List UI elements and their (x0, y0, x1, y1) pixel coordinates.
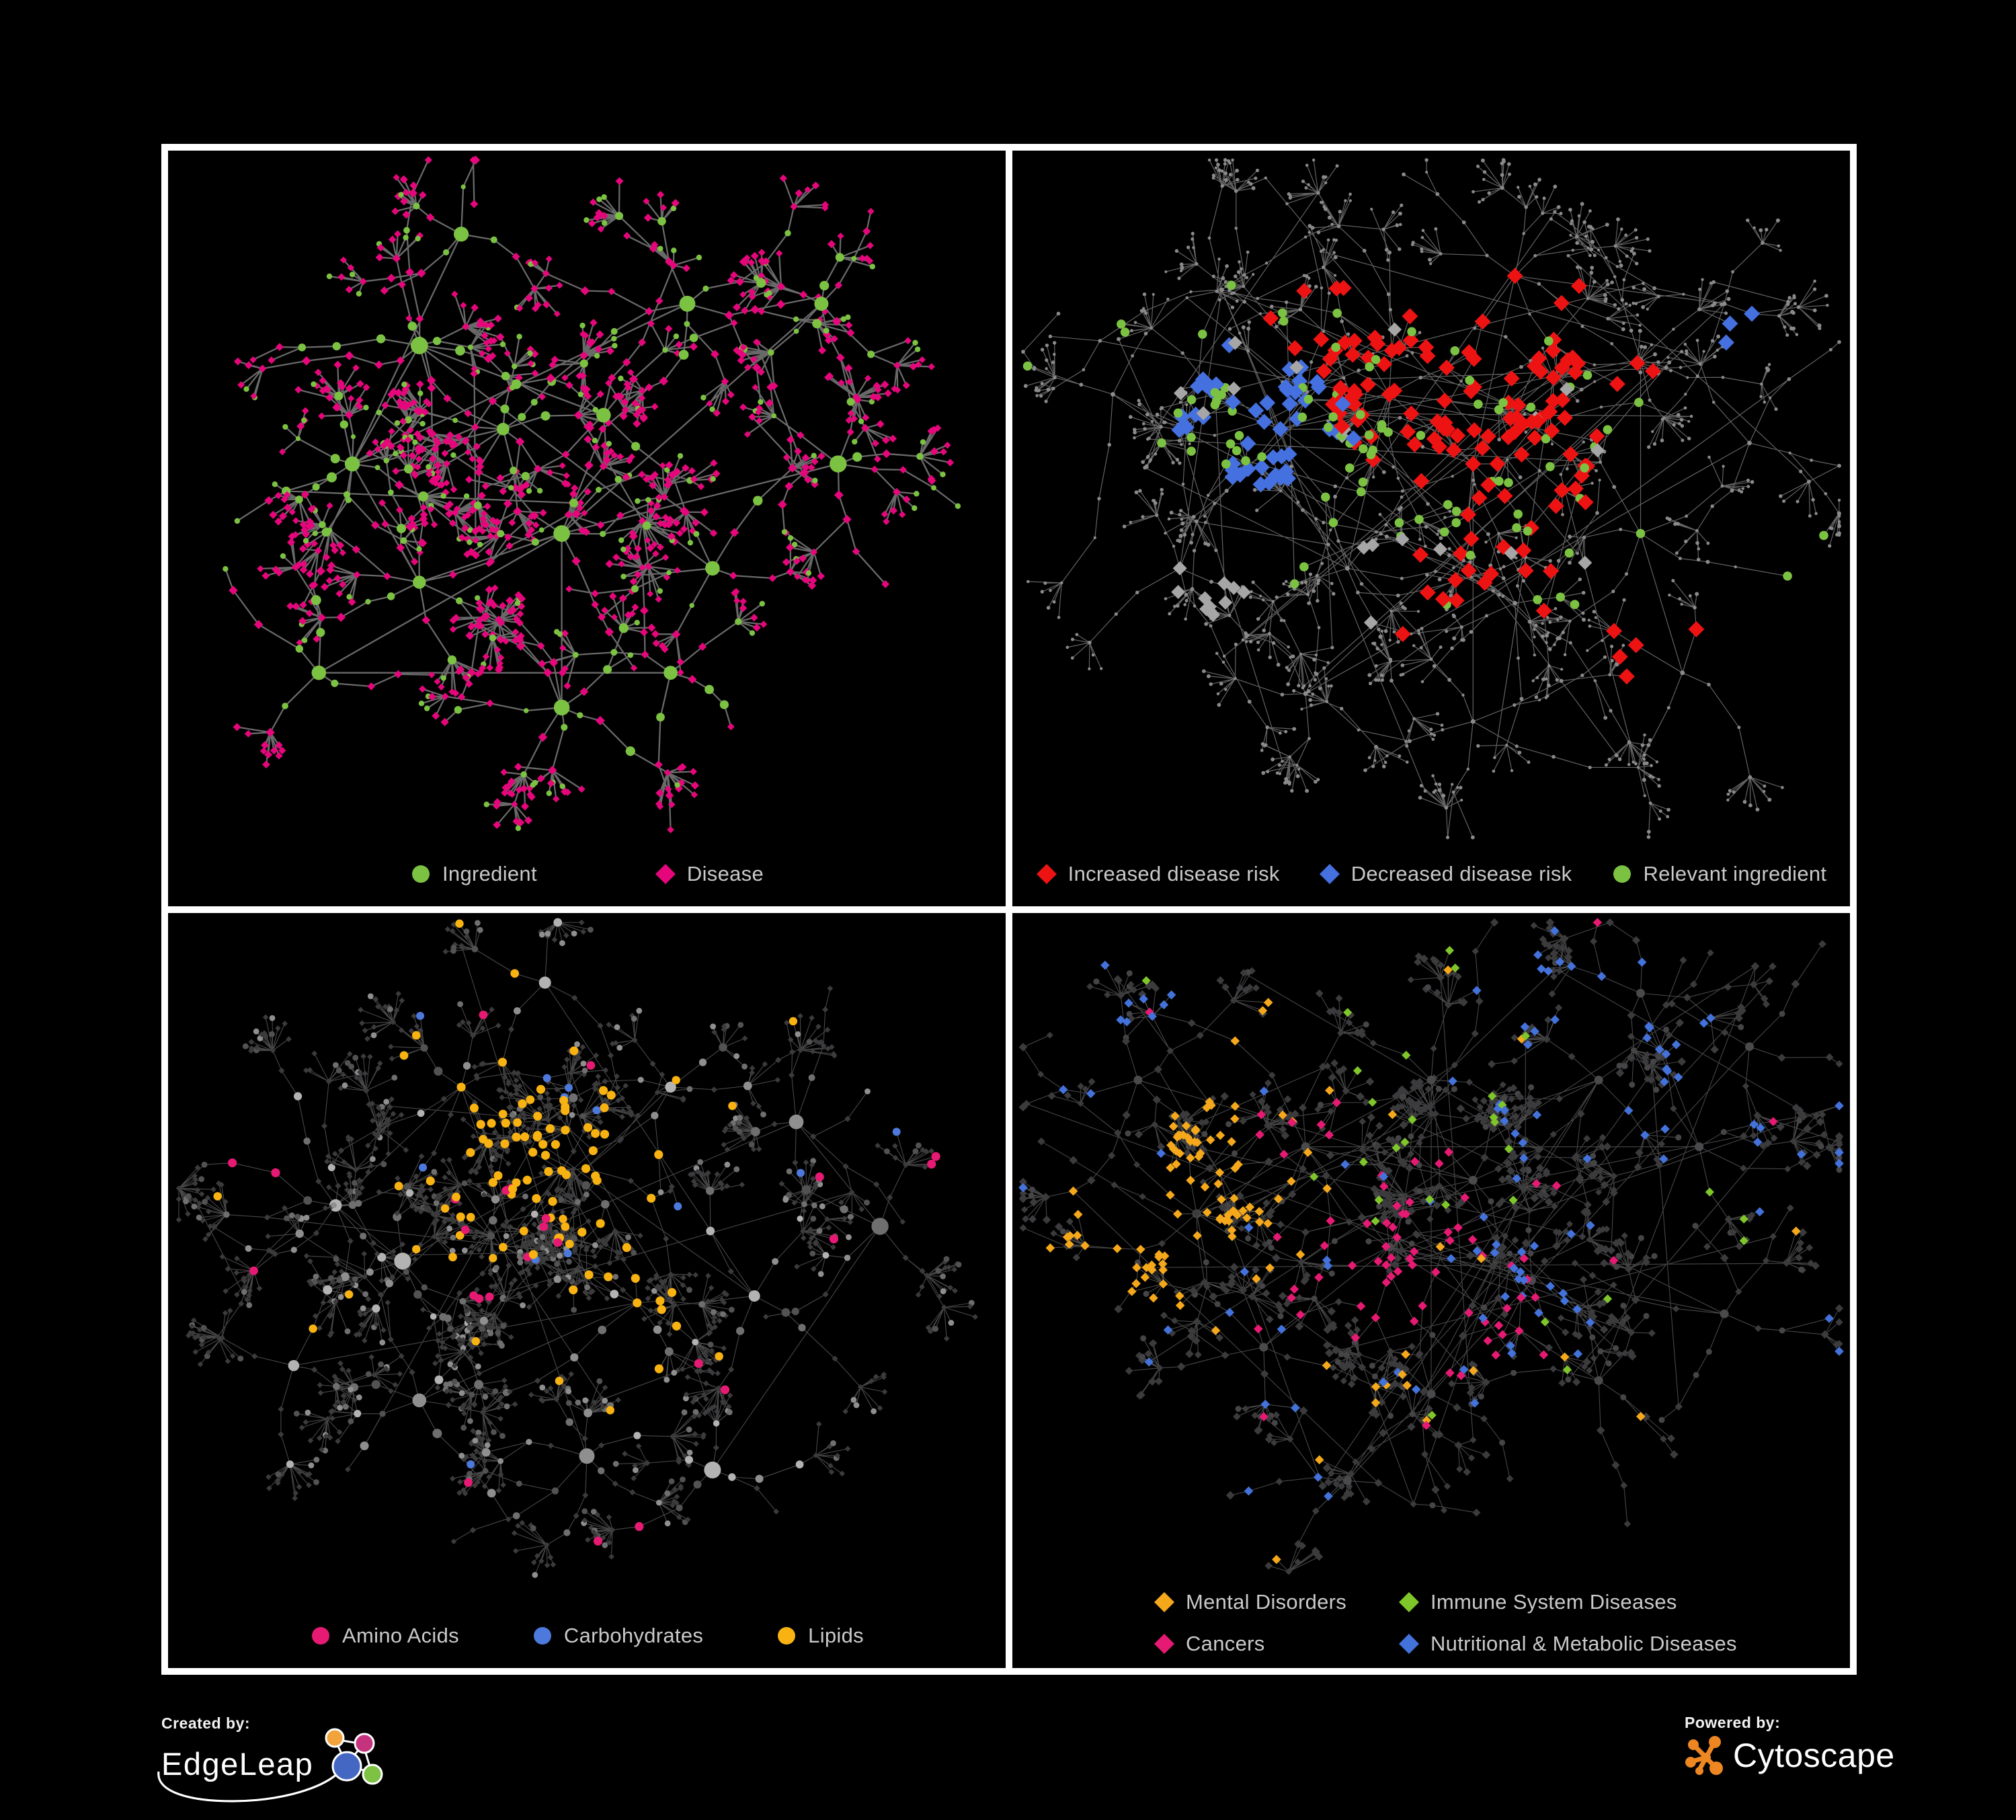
legend-label: Relevant ingredient (1643, 861, 1827, 885)
powered-by-label: Powered by: (1685, 1714, 1781, 1731)
legend-label: Immune System Diseases (1430, 1590, 1677, 1614)
legend-item-increased-disease-risk: Increased disease risk (1036, 862, 1280, 886)
legend-diamond-swatch-icon (1036, 863, 1057, 884)
ingredient-disease-legend: Ingredient Disease (168, 862, 1006, 886)
legend-item-immune-system-diseases: Immune System Diseases (1398, 1590, 1737, 1614)
powered-by-credit: Powered by: Cytoscape (1685, 1714, 1895, 1776)
legend-circle-swatch-icon (312, 1627, 330, 1645)
legend-label: Increased disease risk (1067, 861, 1280, 885)
legend-diamond-swatch-icon (655, 863, 676, 884)
created-by-credit: Created by: EdgeLeap (157, 1714, 386, 1803)
disease-risk-network-graph (1021, 158, 1841, 840)
legend-label: Carbohydrates (563, 1624, 704, 1647)
legend-label: Ingredient (442, 861, 537, 885)
legend-item-decreased-disease-risk: Decreased disease risk (1319, 862, 1572, 886)
legend-label: Cancers (1186, 1632, 1265, 1655)
legend-diamond-swatch-icon (1154, 1592, 1174, 1612)
legend-item-amino-acids: Amino Acids (310, 1624, 459, 1648)
legend-item-cancers: Cancers (1154, 1632, 1398, 1656)
ingredient-disease-network-graph (223, 155, 961, 834)
legend-label: Mental Disorders (1186, 1590, 1347, 1614)
legend-item-ingredient: Ingredient (410, 862, 537, 886)
cytoscape-logo-text: Cytoscape (1733, 1737, 1895, 1774)
legend-item-lipids: Lipids (776, 1624, 864, 1648)
disease-risk-legend: Increased disease risk Decreased disease … (1012, 862, 1850, 886)
panel-nutrient-classes: Amino Acids Carbohydrates Lipids (168, 912, 1006, 1668)
legend-diamond-swatch-icon (1319, 863, 1340, 884)
disease-categories-network-graph (1018, 917, 1844, 1575)
legend-diamond-swatch-icon (1399, 1634, 1419, 1654)
nutrient-classes-legend: Amino Acids Carbohydrates Lipids (168, 1624, 1006, 1648)
edgeleap-logo-icon (325, 1728, 383, 1785)
legend-circle-swatch-icon (412, 865, 430, 883)
panel-ingredient-disease: Ingredient Disease (168, 151, 1006, 906)
legend-item-disease: Disease (655, 862, 764, 886)
edgeleap-logo-text: EdgeLeap (161, 1745, 314, 1782)
nutrient-classes-network-graph (175, 918, 978, 1578)
disease-categories-legend: Mental Disorders Immune System Diseases Ca… (1012, 1590, 1850, 1656)
legend-diamond-swatch-icon (1399, 1592, 1419, 1612)
legend-label: Lipids (808, 1624, 864, 1647)
legend-item-nutritional-metabolic-diseases: Nutritional & Metabolic Diseases (1398, 1632, 1737, 1656)
legend-circle-swatch-icon (533, 1627, 551, 1645)
legend-label: Amino Acids (342, 1624, 459, 1647)
panel-grid: Ingredient Disease Increased disease risk… (161, 144, 1857, 1675)
created-by-label: Created by: (161, 1714, 251, 1732)
panel-disease-categories: Mental Disorders Immune System Diseases Ca… (1012, 912, 1850, 1668)
legend-label: Nutritional & Metabolic Diseases (1430, 1632, 1737, 1655)
panel-disease-risk: Increased disease risk Decreased disease … (1012, 151, 1850, 906)
legend-circle-swatch-icon (1613, 865, 1631, 883)
cytoscape-logo-icon (1685, 1736, 1723, 1775)
legend-diamond-swatch-icon (1154, 1634, 1174, 1654)
legend-item-relevant-ingredient: Relevant ingredient (1611, 862, 1827, 886)
legend-label: Decreased disease risk (1350, 861, 1572, 885)
legend-item-carbohydrates: Carbohydrates (532, 1624, 703, 1648)
legend-circle-swatch-icon (778, 1627, 796, 1645)
legend-item-mental-disorders: Mental Disorders (1154, 1590, 1398, 1614)
legend-label: Disease (686, 861, 764, 885)
